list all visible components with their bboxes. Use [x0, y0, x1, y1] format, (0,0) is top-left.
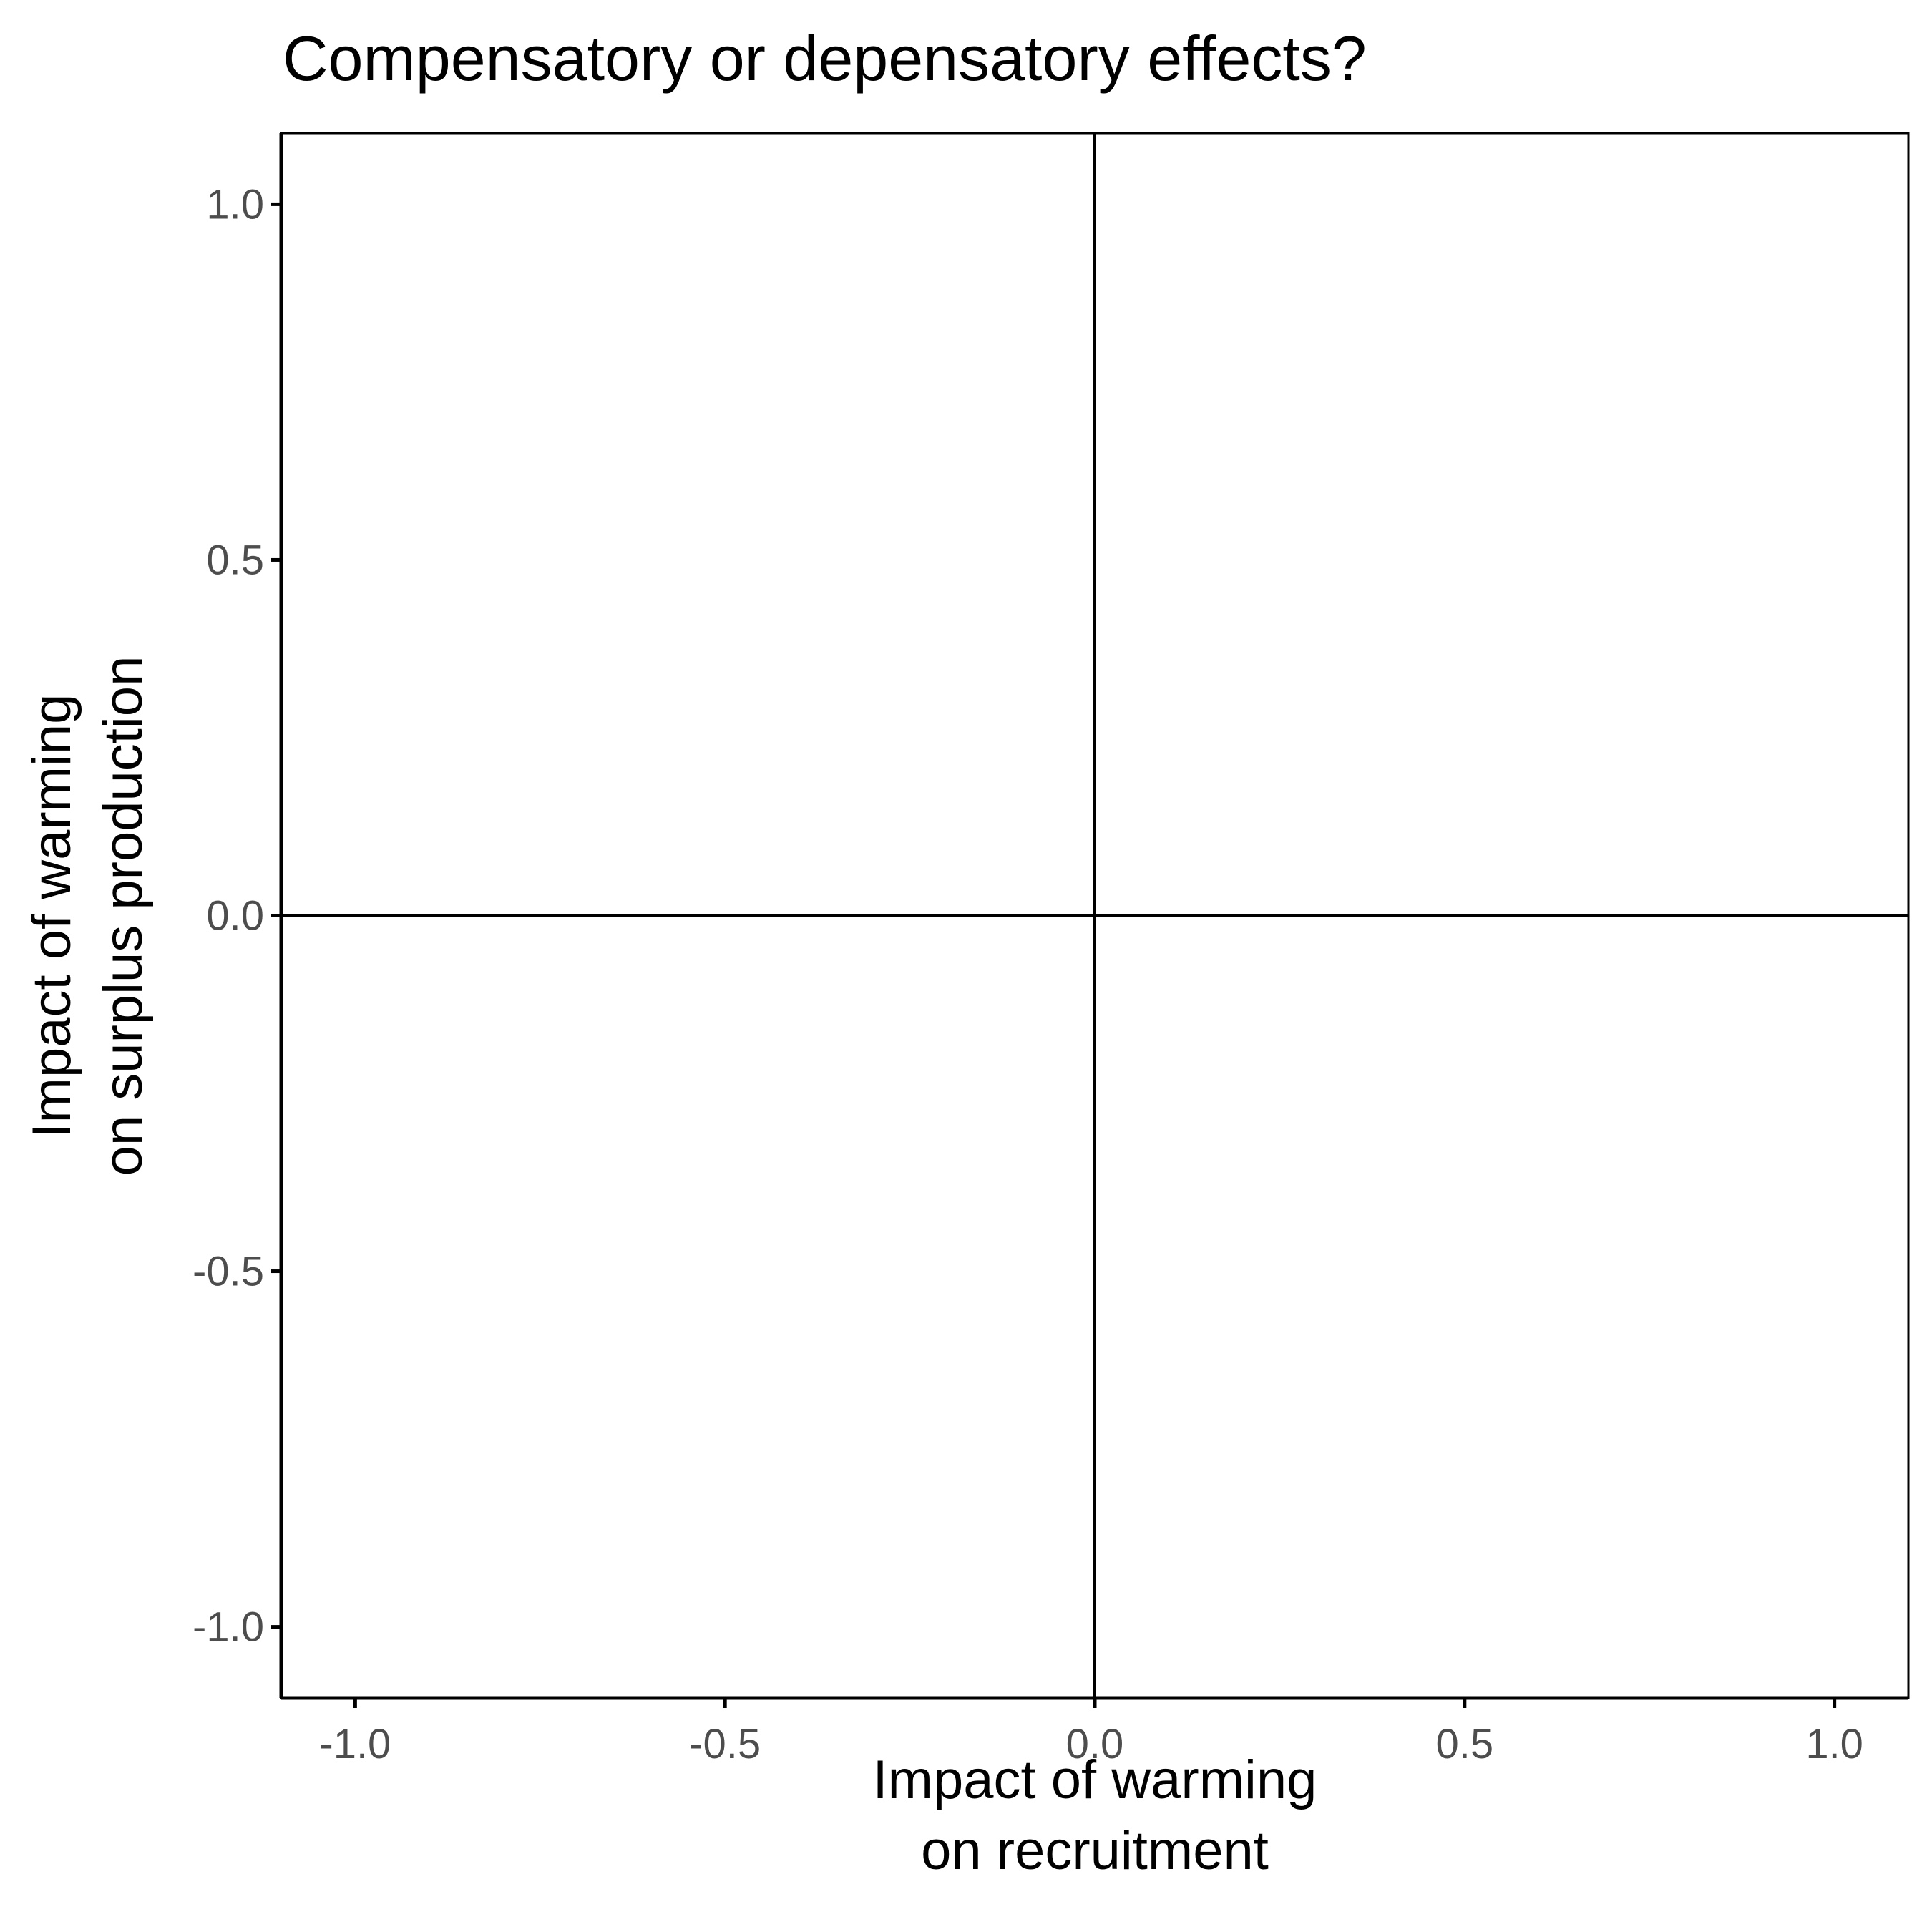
x-axis-ticks: -1.0 -0.5 0.0 0.5 1.0: [319, 1698, 1863, 1767]
x-tick-label: 1.0: [1805, 1721, 1863, 1767]
y-tick-label: -1.0: [192, 1604, 264, 1651]
plot-area: [279, 132, 1910, 1700]
x-tick-label: -1.0: [319, 1721, 391, 1767]
y-tick-label: 1.0: [206, 181, 264, 228]
y-tick-label: -0.5: [192, 1249, 264, 1295]
x-axis-title-line-2: on recruitment: [921, 1820, 1269, 1881]
chart-title: Compensatory or depensatory effects?: [283, 23, 1367, 94]
x-tick-label: -0.5: [689, 1721, 761, 1767]
y-axis-title-line-1: Impact of warming: [21, 694, 82, 1138]
y-axis-ticks: -1.0 -0.5 0.0 0.5 1.0: [192, 181, 281, 1651]
y-tick-label: 0.0: [206, 893, 264, 940]
x-tick-label: 0.0: [1066, 1721, 1124, 1767]
y-tick-label: 0.5: [206, 537, 264, 583]
x-tick-label: 0.5: [1435, 1721, 1493, 1767]
x-axis-title-line-1: Impact of warming: [873, 1750, 1317, 1810]
y-axis-title-line-2: on surplus production: [93, 656, 154, 1176]
